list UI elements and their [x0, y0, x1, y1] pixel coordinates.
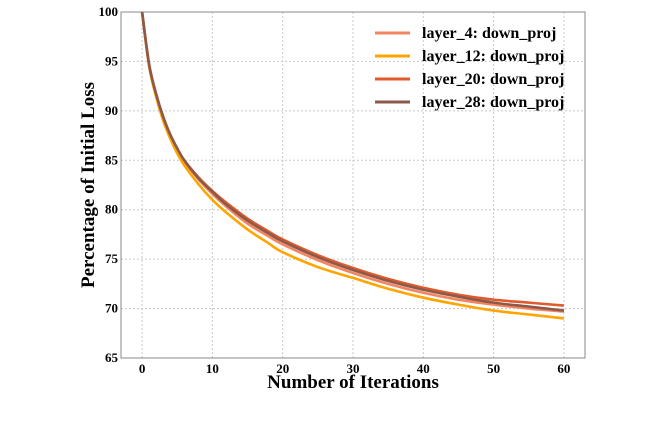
series-line-3	[140, 11, 565, 312]
legend-label: layer_20: down_proj	[422, 71, 564, 88]
x-tick-label: 30	[347, 361, 360, 376]
x-axis-label: Number of Iterations	[267, 372, 439, 393]
legend-label: layer_4: down_proj	[422, 25, 556, 42]
x-tick-label: 50	[487, 361, 500, 376]
x-axis-ticks: 0 10 20 30 40 50 60	[139, 361, 571, 376]
y-axis-ticks: 65 70 75 80 85 90 95 100	[99, 4, 119, 365]
x-tick-label: 20	[276, 361, 289, 376]
y-tick-label: 70	[105, 301, 118, 316]
y-tick-label: 85	[105, 152, 119, 167]
x-tick-label: 0	[139, 361, 146, 376]
y-tick-label: 80	[105, 202, 118, 217]
legend-label: layer_28: down_proj	[422, 94, 564, 111]
series-line-1	[140, 11, 565, 320]
plot-frame	[120, 11, 586, 359]
legend: layer_4: down_proj layer_12: down_projlay…	[375, 25, 564, 111]
y-tick-label: 95	[105, 53, 119, 68]
y-tick-label: 75	[105, 251, 119, 266]
x-tick-label: 40	[417, 361, 430, 376]
legend-label: layer_12: down_proj	[422, 48, 564, 65]
y-tick-label: 100	[99, 4, 119, 19]
x-tick-label: 60	[557, 361, 570, 376]
y-tick-label: 65	[105, 350, 119, 365]
grid-lines	[121, 11, 585, 359]
data-lines	[140, 11, 565, 320]
y-axis-label: Percentage of Initial Loss	[78, 82, 99, 288]
x-tick-label: 10	[206, 361, 219, 376]
y-tick-label: 90	[105, 103, 118, 118]
